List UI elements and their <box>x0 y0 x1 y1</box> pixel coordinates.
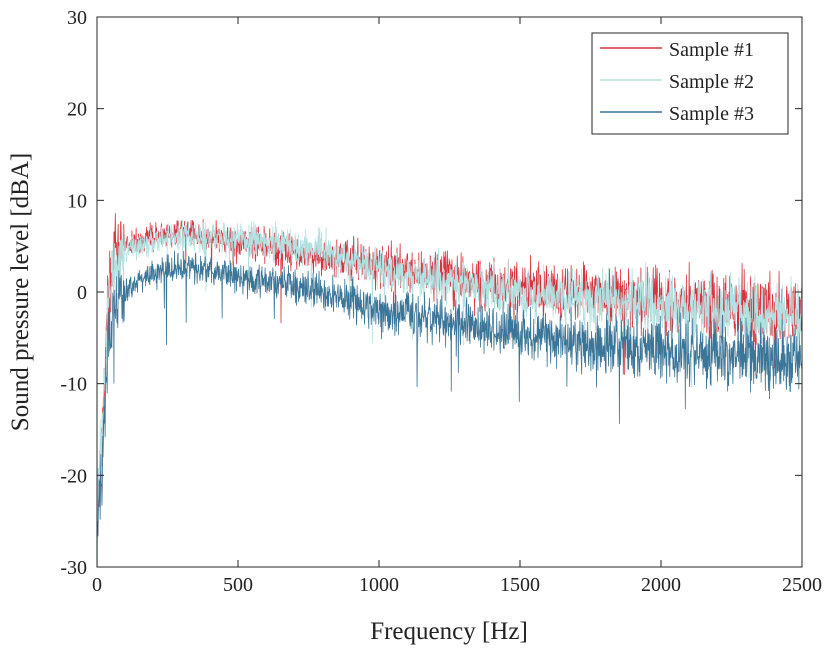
legend-box <box>591 32 789 135</box>
legend-label-3: Sample #3 <box>669 103 754 125</box>
y-tick-label: -20 <box>60 465 87 487</box>
x-axis: 0 500 1000 1500 2000 2500 <box>92 17 822 596</box>
y-tick-label: 0 <box>77 282 87 304</box>
x-tick-label: 1000 <box>359 574 399 596</box>
x-tick-label: 2000 <box>641 574 681 596</box>
legend-label-1: Sample #1 <box>669 39 754 61</box>
y-tick-label: 10 <box>67 190 87 212</box>
series-layer <box>97 212 802 567</box>
y-tick-label: -30 <box>60 557 87 579</box>
y-tick-label: 20 <box>67 99 87 121</box>
y-tick-label: 30 <box>67 7 87 29</box>
y-tick-label: -10 <box>60 374 87 396</box>
legend-entry-2: Sample #2 <box>600 71 754 93</box>
y-axis-label: Sound pressure level [dBA] <box>7 153 34 431</box>
x-tick-label: 500 <box>223 574 253 596</box>
x-tick-label: 2500 <box>782 574 822 596</box>
x-tick-label: 0 <box>92 574 102 596</box>
series-line-2 <box>97 219 802 567</box>
series-line-3 <box>97 250 802 537</box>
legend-entry-3: Sample #3 <box>600 103 754 125</box>
legend: Sample #1 Sample #2 Sample #3 <box>591 32 789 135</box>
legend-entry-1: Sample #1 <box>600 39 754 61</box>
x-axis-label: Frequency [Hz] <box>370 618 528 645</box>
x-tick-label: 1500 <box>500 574 540 596</box>
y-axis: -30 -20 -10 0 10 20 30 <box>60 7 802 579</box>
legend-label-2: Sample #2 <box>669 71 754 93</box>
